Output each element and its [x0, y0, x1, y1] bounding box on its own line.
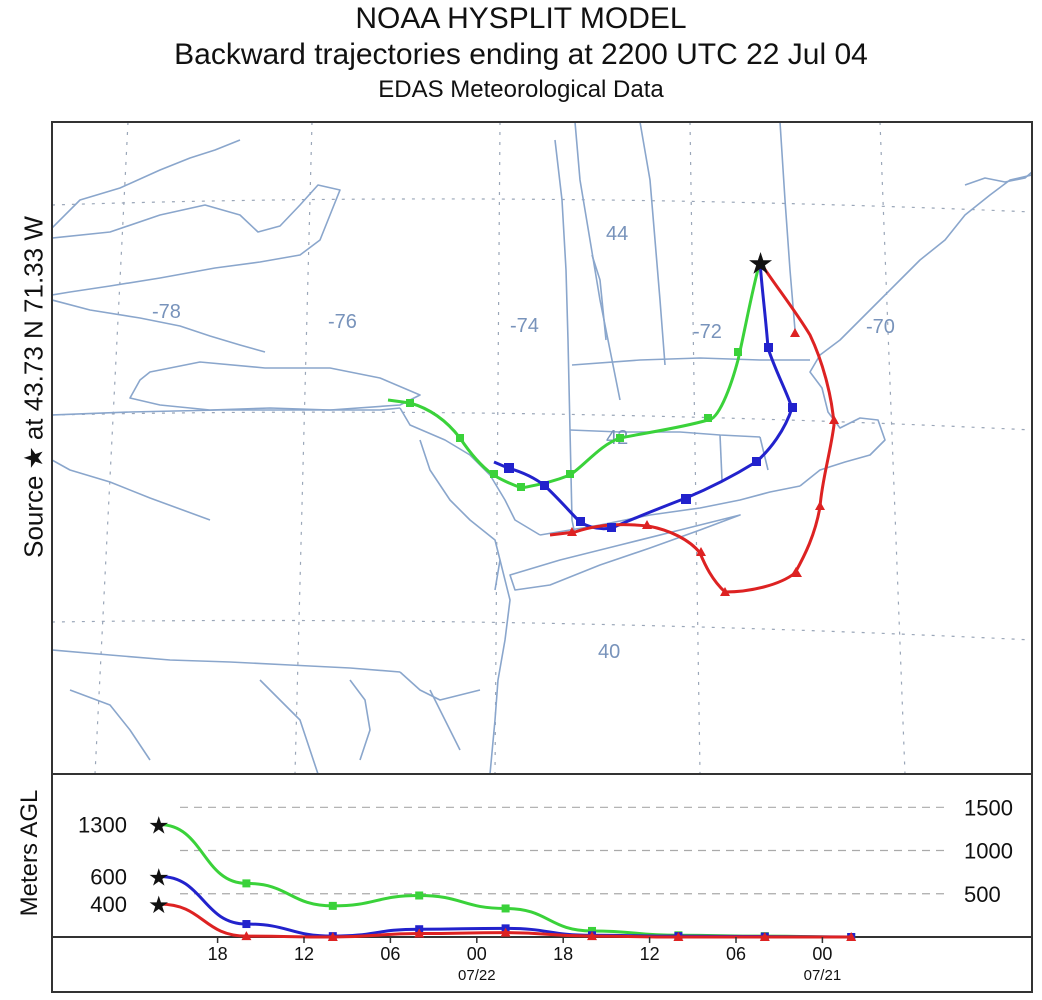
- height-point: [673, 932, 684, 941]
- start-star-icon: ★: [148, 864, 170, 891]
- x-tick-label: 18: [553, 944, 573, 964]
- start-height-label: 400: [90, 892, 127, 917]
- y-right-tick-label: 1500: [964, 795, 1013, 820]
- trajectory-markers: ★: [406, 248, 839, 596]
- red-markers: [567, 328, 839, 596]
- start-height-label: 1300: [78, 813, 127, 838]
- y-right-tick-label: 500: [964, 882, 1001, 907]
- y-right-tick-label: 1000: [964, 839, 1013, 864]
- start-height-label: 600: [90, 864, 127, 889]
- x-tick-label: 06: [380, 944, 400, 964]
- trajectory-green: [387, 261, 762, 490]
- height-grid: [52, 806, 1032, 938]
- lon-label-78: -78: [152, 301, 181, 323]
- height-point: [415, 891, 424, 900]
- x-tick-label: 12: [640, 944, 660, 964]
- height-point: [846, 932, 857, 941]
- height-point: [242, 920, 251, 929]
- lon-label-72: -72: [693, 321, 722, 343]
- trajectory-red: [549, 261, 836, 594]
- height-point: [588, 926, 596, 935]
- lon-label-74: -74: [510, 315, 539, 337]
- coastlines: [53, 123, 1031, 773]
- title-line-3: EDAS Meteorological Data: [378, 76, 664, 103]
- x-tick-label: 18: [208, 944, 228, 964]
- height-point: [587, 931, 597, 941]
- height-series: ★★★: [148, 813, 857, 941]
- height-ticks: 1500 1000 500 1300 600 400 18 12 06 00 18 12 06 00 07/…: [78, 795, 1013, 984]
- height-point: [759, 932, 770, 941]
- x-tick-label: 12: [294, 944, 314, 964]
- map-frame: [51, 121, 1033, 775]
- lat-label-40: 40: [598, 641, 620, 663]
- map-panel: -78 -76 -74 -72 -70 44 42 40: [51, 121, 1033, 775]
- lon-label-76: -76: [328, 311, 357, 333]
- height-point: [327, 932, 338, 941]
- height-point: [242, 879, 251, 888]
- x-tick-label: 00: [467, 944, 487, 964]
- height-frame: [51, 773, 1033, 993]
- x-date-label: 07/22: [458, 967, 496, 984]
- height-point: [500, 927, 511, 937]
- start-star-icon: ★: [148, 813, 170, 840]
- height-point: [328, 901, 337, 910]
- start-star-icon: ★: [148, 892, 170, 919]
- height-point: [501, 904, 510, 913]
- grid-labels: -78 -76 -74 -72 -70 44 42 40: [152, 223, 895, 663]
- green-markers: [406, 348, 742, 491]
- source-star-icon: ★: [748, 248, 773, 279]
- blue-markers: [504, 343, 797, 532]
- graticule: [53, 123, 1031, 773]
- title-line-1: NOAA HYSPLIT MODEL: [355, 2, 687, 35]
- height-point: [414, 928, 425, 938]
- height-point: [241, 931, 252, 941]
- x-date-label: 07/21: [804, 967, 842, 984]
- x-tick-label: 00: [812, 944, 832, 964]
- lat-label-44: 44: [606, 223, 628, 245]
- lon-label-70: -70: [866, 316, 895, 338]
- title-line-2: Backward trajectories ending at 2200 UTC…: [174, 38, 868, 71]
- x-tick-label: 06: [726, 944, 746, 964]
